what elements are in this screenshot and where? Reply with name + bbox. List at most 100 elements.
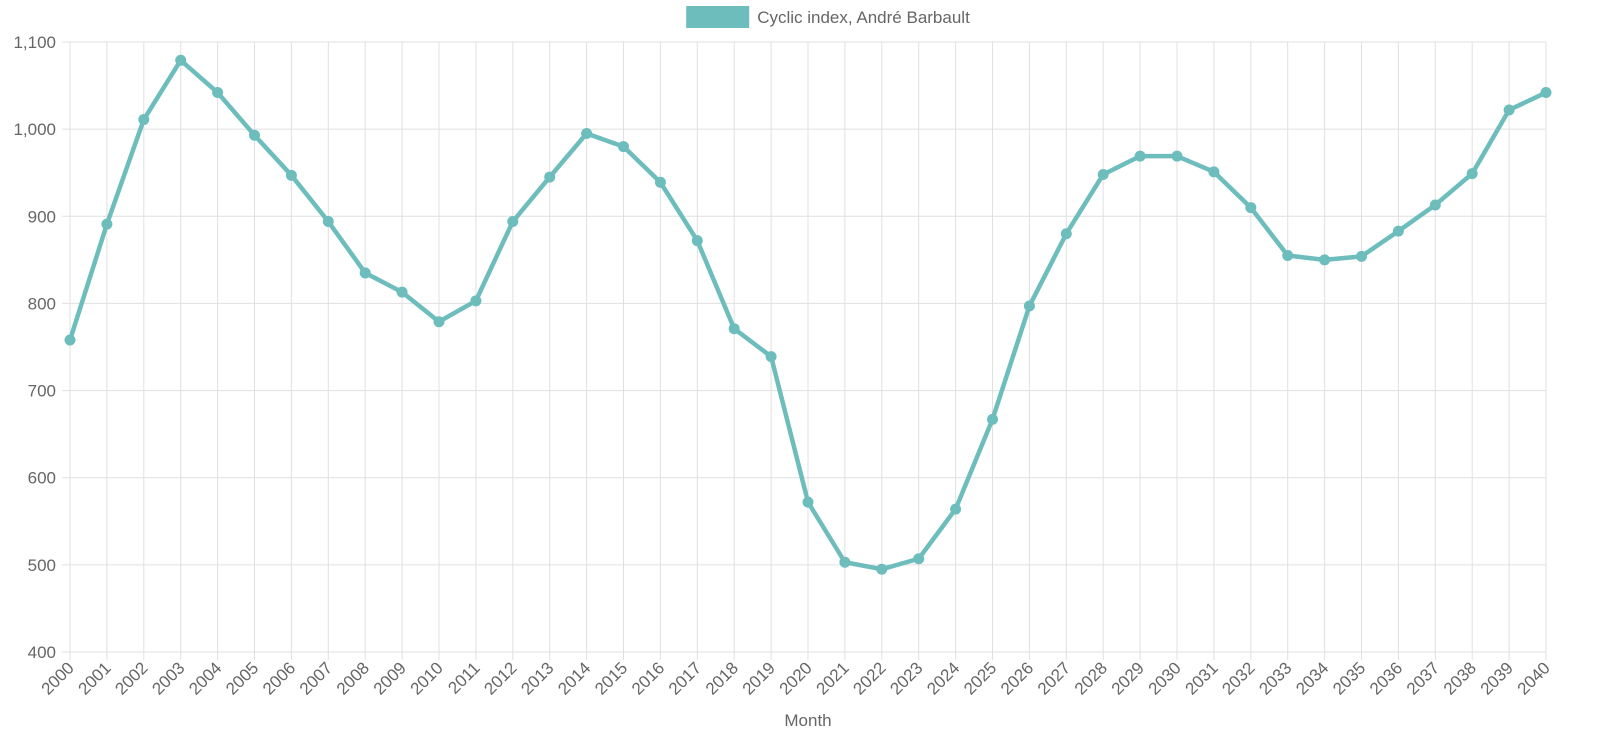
x-tick-label: 2012	[480, 658, 520, 698]
x-tick-label: 2031	[1182, 658, 1222, 698]
data-point	[691, 235, 703, 247]
y-tick-label: 400	[28, 643, 56, 662]
data-point	[285, 169, 297, 181]
data-point	[1392, 225, 1404, 237]
data-point	[64, 334, 76, 346]
data-point	[1097, 168, 1109, 180]
x-tick-label: 2040	[1514, 658, 1554, 698]
x-tick-label: 2017	[665, 658, 705, 698]
data-point	[728, 323, 740, 335]
data-point	[1134, 150, 1146, 162]
x-tick-label: 2026	[997, 658, 1037, 698]
x-tick-label: 2002	[111, 658, 151, 698]
x-tick-label: 2020	[776, 658, 816, 698]
x-tick-label: 2005	[222, 658, 262, 698]
x-tick-label: 2021	[813, 658, 853, 698]
data-point	[913, 553, 925, 565]
data-point	[950, 503, 962, 515]
data-point	[581, 128, 593, 139]
x-tick-label: 2004	[185, 658, 225, 698]
series-layer	[64, 54, 1552, 575]
data-point	[433, 316, 445, 328]
x-tick-label: 2001	[75, 658, 115, 698]
x-tick-label: 2022	[849, 658, 889, 698]
x-axis-title: Month	[784, 711, 831, 730]
x-tick-label: 2027	[1034, 658, 1074, 698]
x-tick-label: 2014	[554, 658, 594, 698]
data-point	[1356, 250, 1367, 262]
data-point	[507, 216, 519, 228]
data-point	[359, 267, 371, 279]
data-point	[1245, 202, 1257, 214]
x-tick-label: 2016	[628, 658, 668, 698]
data-point	[322, 216, 334, 228]
data-point	[1429, 199, 1441, 211]
data-point	[396, 286, 408, 298]
x-tick-label: 2025	[960, 658, 1000, 698]
x-tick-label: 2035	[1329, 658, 1369, 698]
x-tick-label: 2032	[1218, 658, 1258, 698]
data-point	[1540, 87, 1552, 99]
x-tick-label: 2033	[1255, 658, 1295, 698]
x-tick-label: 2008	[333, 658, 373, 698]
x-tick-label: 2034	[1292, 658, 1332, 698]
x-tick-label: 2015	[591, 658, 631, 698]
y-tick-label: 800	[28, 294, 56, 313]
legend-label[interactable]: Cyclic index, André Barbault	[757, 8, 970, 27]
x-tick-label: 2003	[148, 658, 188, 698]
grid-lines	[62, 41, 1547, 660]
x-tick-label: 2024	[923, 658, 963, 698]
data-point	[1282, 250, 1294, 261]
data-point	[1060, 228, 1072, 240]
data-point	[876, 563, 888, 575]
y-tick-label: 1,100	[13, 33, 56, 52]
x-tick-label: 2029	[1108, 658, 1148, 698]
x-tick-label: 2010	[407, 658, 447, 698]
legend[interactable]: Cyclic index, André Barbault	[686, 6, 970, 28]
y-tick-label: 1,000	[13, 120, 56, 139]
data-point	[212, 87, 224, 99]
data-point	[101, 218, 113, 230]
data-point	[175, 54, 187, 66]
data-point	[249, 129, 260, 141]
x-tick-label: 2011	[444, 658, 483, 697]
x-tick-label: 2013	[517, 658, 557, 698]
data-point	[765, 351, 777, 363]
y-axis-ticks: 400 500 600 700 800 900 1,000 1,100	[13, 33, 56, 662]
x-tick-label: 2036	[1366, 658, 1406, 698]
data-point	[1466, 168, 1478, 180]
x-tick-label: 2023	[886, 658, 926, 698]
data-point	[987, 413, 998, 425]
x-tick-label: 2030	[1145, 658, 1185, 698]
data-point	[544, 171, 556, 183]
data-point	[654, 176, 666, 188]
data-point	[839, 556, 851, 568]
x-tick-label: 2009	[370, 658, 410, 698]
x-tick-label: 2018	[702, 658, 742, 698]
x-tick-label: 2039	[1477, 658, 1517, 698]
x-tick-label: 2006	[259, 658, 299, 698]
data-point	[138, 114, 150, 126]
data-point	[1023, 300, 1035, 312]
data-point	[470, 295, 482, 307]
y-tick-label: 600	[28, 469, 56, 488]
x-tick-label: 2028	[1071, 658, 1111, 698]
x-tick-label: 2038	[1440, 658, 1480, 698]
data-point	[1319, 254, 1331, 266]
x-tick-label: 2019	[739, 658, 779, 698]
x-tick-label: 2000	[38, 658, 78, 698]
x-tick-label: 2037	[1403, 658, 1443, 698]
y-tick-label: 700	[28, 382, 56, 401]
y-tick-label: 900	[28, 207, 56, 226]
legend-swatch[interactable]	[686, 6, 750, 28]
x-tick-label: 2007	[296, 658, 336, 698]
data-point	[618, 141, 629, 153]
y-tick-label: 500	[28, 556, 56, 575]
data-point	[1171, 150, 1183, 162]
x-axis-ticks: 2000200120022003200420052006200720082009…	[38, 658, 1554, 698]
data-point	[1208, 166, 1220, 178]
data-point	[802, 496, 814, 508]
data-point	[1503, 104, 1515, 116]
